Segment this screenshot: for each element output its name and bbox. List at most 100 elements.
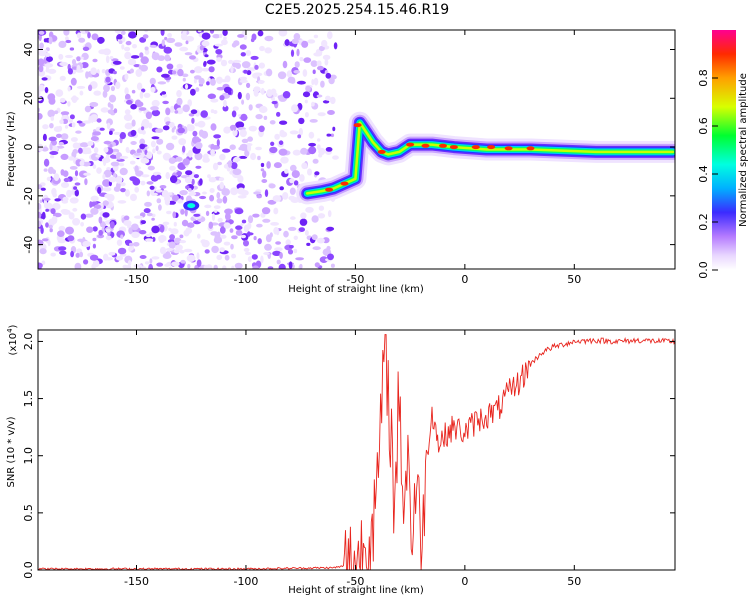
noise-speck — [211, 245, 219, 254]
snr-multiplier: (x104) — [6, 324, 19, 355]
noise-speck — [308, 131, 315, 139]
noise-speck — [317, 138, 321, 142]
noise-speck — [217, 161, 223, 166]
noise-speck — [182, 145, 186, 153]
spectrogram-y-ticks: -40 -20 0 20 40 — [22, 43, 675, 254]
noise-speck — [38, 184, 43, 190]
noise-speck — [162, 125, 170, 131]
noise-speck — [38, 50, 47, 57]
noise-speck — [200, 130, 209, 139]
noise-speck — [327, 110, 335, 115]
noise-speck — [156, 262, 164, 267]
noise-speck — [172, 70, 177, 75]
noise-speck — [208, 177, 217, 183]
noise-speck — [267, 266, 274, 269]
noise-speck — [107, 109, 114, 114]
spectrogram-noise — [38, 30, 344, 269]
noise-speck — [288, 261, 293, 269]
noise-speck — [144, 46, 149, 51]
noise-speck — [133, 64, 141, 68]
noise-speck — [98, 40, 103, 44]
noise-speck — [251, 254, 258, 260]
noise-speck — [327, 31, 333, 40]
noise-speck — [213, 110, 218, 114]
noise-speck — [102, 179, 111, 187]
noise-speck — [216, 198, 223, 204]
noise-speck — [228, 59, 234, 64]
noise-speck — [176, 90, 182, 98]
noise-speck — [223, 86, 232, 94]
noise-speck — [162, 152, 171, 161]
noise-speck — [95, 154, 101, 158]
snr-x-ticks: -150 -100 -50 0 50 — [124, 330, 581, 588]
noise-speck — [130, 141, 137, 145]
noise-speck — [67, 235, 75, 242]
noise-speck — [166, 210, 172, 215]
noise-speck — [129, 68, 134, 74]
noise-speck — [90, 207, 99, 215]
noise-speck — [234, 208, 244, 215]
noise-speck — [230, 162, 238, 170]
track-hotspot — [353, 123, 362, 128]
noise-speck — [170, 105, 175, 113]
noise-speck — [124, 189, 130, 197]
x-tick-label: -50 — [346, 273, 364, 286]
noise-speck — [71, 66, 78, 70]
y-tick-label: 40 — [22, 43, 35, 57]
noise-speck — [223, 241, 231, 246]
noise-speck — [131, 231, 140, 238]
noise-speck — [64, 125, 69, 129]
noise-speck — [98, 216, 103, 224]
snr-x-label: Height of straight line (km) — [288, 585, 424, 596]
noise-speck — [170, 228, 179, 235]
noise-speck — [151, 109, 161, 117]
noise-speck — [124, 122, 133, 130]
track-hotspot — [340, 181, 349, 186]
noise-speck — [150, 106, 159, 111]
noise-speck — [92, 243, 96, 249]
noise-speck — [59, 75, 66, 81]
noise-speck — [115, 255, 124, 261]
noise-speck — [240, 52, 246, 57]
noise-speck — [138, 64, 142, 70]
noise-speck — [100, 107, 109, 113]
noise-speck — [121, 44, 125, 50]
noise-speck — [44, 87, 49, 93]
noise-speck — [314, 262, 320, 268]
noise-blob-core — [187, 203, 196, 209]
noise-speck — [169, 121, 175, 128]
noise-speck — [75, 252, 80, 258]
noise-speck — [140, 180, 146, 186]
noise-speck — [184, 176, 193, 184]
noise-speck — [206, 81, 210, 86]
noise-speck — [74, 182, 81, 186]
noise-speck — [287, 76, 296, 84]
noise-speck — [151, 256, 160, 260]
noise-speck — [210, 123, 217, 131]
noise-speck — [79, 90, 84, 96]
noise-speck — [42, 124, 49, 130]
noise-speck — [330, 133, 335, 138]
noise-speck — [253, 72, 263, 77]
noise-speck — [181, 219, 189, 227]
noise-speck — [216, 139, 220, 147]
noise-speck — [210, 149, 216, 156]
noise-speck — [237, 195, 247, 199]
noise-speck — [125, 146, 130, 153]
noise-speck — [329, 74, 337, 80]
noise-speck — [185, 185, 190, 190]
noise-speck — [48, 224, 53, 229]
noise-speck — [131, 89, 136, 94]
noise-speck — [174, 42, 183, 47]
noise-speck — [209, 194, 215, 202]
noise-speck — [141, 126, 145, 131]
noise-speck — [200, 239, 207, 244]
noise-speck — [166, 63, 174, 70]
noise-speck — [241, 61, 251, 69]
noise-speck — [110, 85, 115, 92]
noise-speck — [291, 38, 299, 45]
noise-speck — [74, 170, 79, 177]
noise-speck — [231, 110, 237, 118]
noise-speck — [327, 253, 334, 261]
noise-speck — [235, 229, 243, 236]
